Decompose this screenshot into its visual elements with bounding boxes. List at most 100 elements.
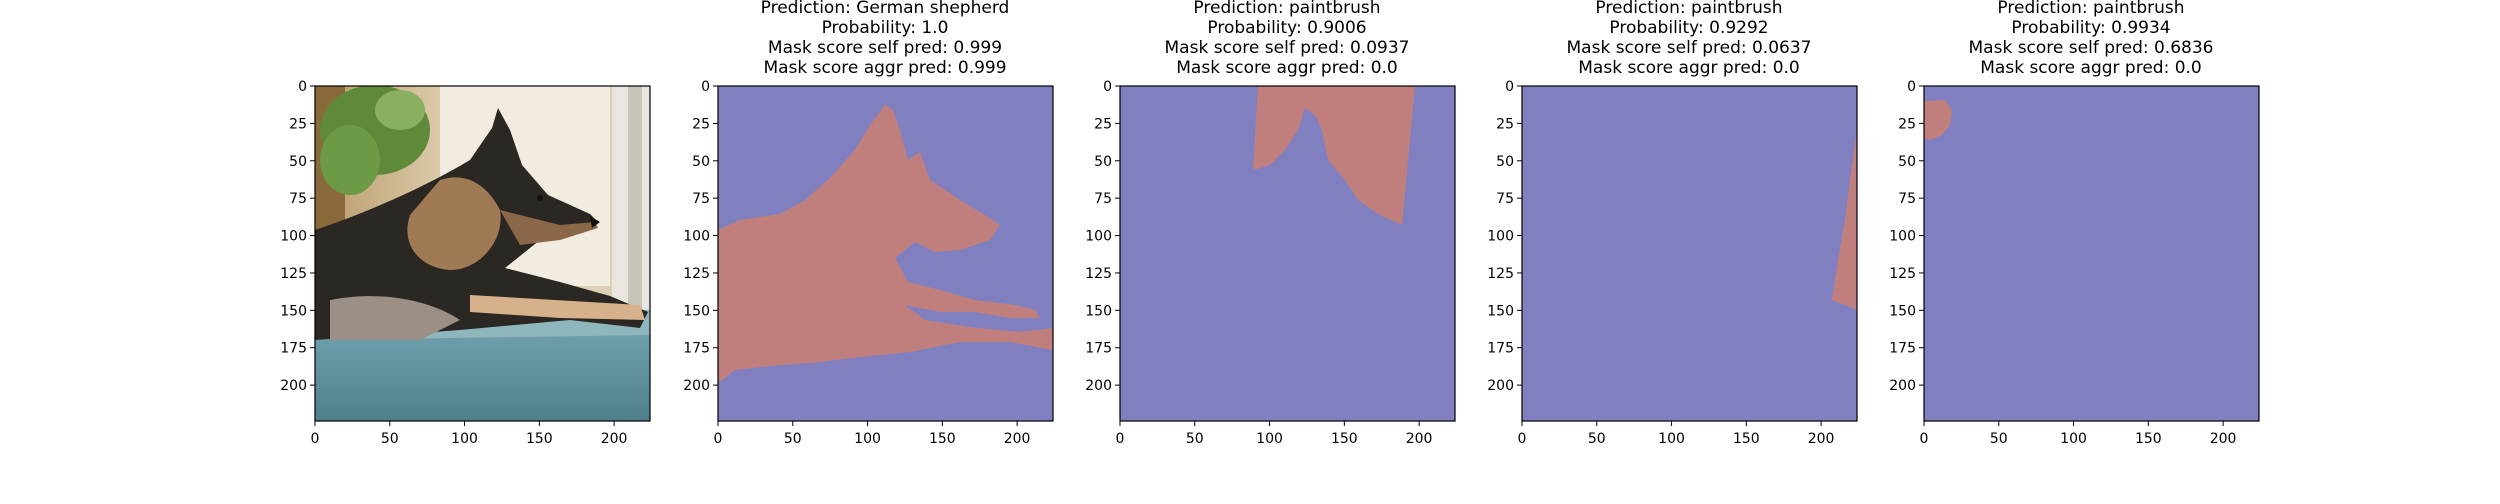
y-tick-label: 150 (1487, 303, 1514, 319)
title-line: Mask score self pred: 0.0637 (1566, 38, 1812, 58)
title-line: Prediction: paintbrush (1997, 0, 2185, 18)
x-tick-label: 50 (1186, 431, 1204, 447)
y-tick-label: 25 (289, 116, 307, 132)
title-line: Prediction: paintbrush (1595, 0, 1783, 18)
mask-background (1522, 86, 1857, 421)
y-tick-label: 100 (1487, 229, 1514, 245)
x-tick-label: 150 (526, 431, 553, 447)
y-tick-label: 175 (1085, 341, 1112, 357)
y-tick-label: 150 (1889, 303, 1916, 319)
panel-mask-2 (1120, 86, 1455, 421)
title-line: Probability: 0.9934 (2011, 18, 2171, 38)
y-tick-label: 50 (289, 154, 307, 170)
x-tick-label: 50 (1588, 431, 1606, 447)
axes-frame (1923, 85, 2260, 422)
axes-layer: 0 50 100 150 200 0 25 50 75 100 125 150 175 200 0 50 100… (280, 79, 2260, 447)
y-tick-label: 100 (1085, 229, 1112, 245)
x-tick-label: 200 (1004, 431, 1031, 447)
x-tick-label: 200 (2210, 431, 2237, 447)
panel-title-2: Prediction: paintbrush Probability: 0.90… (1087, 0, 1487, 78)
y-tick-label: 125 (1889, 266, 1916, 282)
y-tick-label: 0 (701, 79, 710, 95)
y-tick-label: 50 (1094, 154, 1112, 170)
x-tick-label: 100 (451, 431, 478, 447)
x-tick-label: 200 (1808, 431, 1835, 447)
y-tick-label: 50 (692, 154, 710, 170)
y-tick-label: 175 (683, 341, 710, 357)
x-tick-label: 100 (2060, 431, 2087, 447)
title-line: Prediction: German shepherd (760, 0, 1010, 18)
x-tick-label: 200 (1406, 431, 1433, 447)
y-tick-label: 100 (280, 229, 307, 245)
y-tick-label: 75 (1496, 191, 1514, 207)
y-tick-label: 0 (1907, 79, 1916, 95)
title-line: Mask score aggr pred: 0.0 (1578, 58, 1800, 78)
panel-photo (315, 86, 650, 421)
y-tick-label: 25 (1496, 116, 1514, 132)
y-tick-label: 175 (1487, 341, 1514, 357)
y-tick-label: 0 (298, 79, 307, 95)
mask-region (1832, 130, 1857, 310)
y-tick-label: 175 (280, 341, 307, 357)
panel-mask-4 (1924, 86, 2259, 421)
y-tick-label: 25 (692, 116, 710, 132)
y-tick-label: 50 (1496, 154, 1514, 170)
panel-mask-3 (1522, 86, 1857, 421)
x-tick-label: 150 (929, 431, 956, 447)
y-tick-label: 25 (1898, 116, 1916, 132)
title-line: Mask score self pred: 0.999 (767, 38, 1003, 58)
x-tick-label: 0 (1518, 431, 1527, 447)
y-tick-label: 100 (1889, 229, 1916, 245)
title-line: Mask score aggr pred: 0.999 (763, 58, 1007, 78)
y-tick-label: 25 (1094, 116, 1112, 132)
title-line: Probability: 0.9006 (1207, 18, 1367, 38)
x-tick-label: 100 (854, 431, 881, 447)
x-tick-label: 0 (714, 431, 723, 447)
y-tick-label: 200 (1085, 378, 1112, 394)
y-tick-label: 125 (1085, 266, 1112, 282)
y-tick-label: 0 (1505, 79, 1514, 95)
y-tick-label: 100 (683, 229, 710, 245)
axes-frame (717, 85, 1054, 422)
y-tick-label: 75 (289, 191, 307, 207)
y-tick-label: 200 (280, 378, 307, 394)
x-tick-label: 100 (1256, 431, 1283, 447)
x-tick-label: 0 (1920, 431, 1929, 447)
x-tick-label: 0 (311, 431, 320, 447)
x-tick-label: 150 (2135, 431, 2162, 447)
y-tick-label: 50 (1898, 154, 1916, 170)
y-tick-label: 200 (1889, 378, 1916, 394)
panel-title-4: Prediction: paintbrush Probability: 0.99… (1891, 0, 2291, 78)
title-line: Mask score aggr pred: 0.0 (1176, 58, 1398, 78)
y-tick-label: 75 (1094, 191, 1112, 207)
y-tick-label: 150 (1085, 303, 1112, 319)
title-line: Probability: 0.9292 (1609, 18, 1769, 38)
y-tick-label: 200 (1487, 378, 1514, 394)
x-tick-label: 200 (601, 431, 628, 447)
mask-region (1253, 86, 1415, 225)
mask-region (718, 105, 1053, 382)
axes-frame (1521, 85, 1858, 422)
y-tick-label: 125 (683, 266, 710, 282)
title-line: Mask score aggr pred: 0.0 (1980, 58, 2202, 78)
y-tick-label: 200 (683, 378, 710, 394)
panel-title-1: Prediction: German shepherd Probability:… (685, 0, 1085, 78)
x-tick-label: 150 (1331, 431, 1358, 447)
title-line: Mask score self pred: 0.6836 (1968, 38, 2214, 58)
title-line: Mask score self pred: 0.0937 (1164, 38, 1410, 58)
x-tick-label: 50 (381, 431, 399, 447)
x-tick-label: 100 (1658, 431, 1685, 447)
y-tick-label: 75 (1898, 191, 1916, 207)
panel-title-3: Prediction: paintbrush Probability: 0.92… (1489, 0, 1889, 78)
y-tick-label: 125 (280, 266, 307, 282)
x-tick-label: 50 (1990, 431, 2008, 447)
axes-frame (314, 85, 651, 422)
y-tick-label: 150 (683, 303, 710, 319)
panel-mask-1 (718, 86, 1053, 421)
dog-photo-image (315, 86, 650, 421)
title-line: Probability: 1.0 (821, 18, 949, 38)
mask-background (1924, 86, 2259, 421)
title-line: Prediction: paintbrush (1193, 0, 1381, 18)
